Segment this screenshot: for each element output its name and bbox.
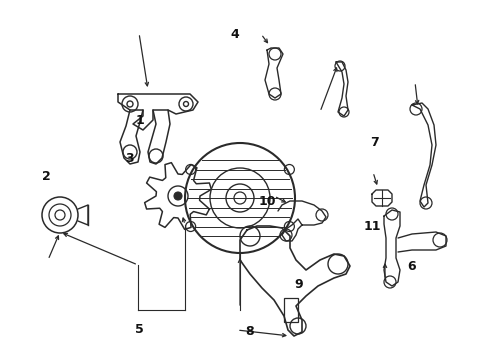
Text: 11: 11 [364,220,381,233]
Text: 7: 7 [370,136,379,149]
Text: 9: 9 [294,278,303,291]
Text: 1: 1 [135,114,144,127]
Text: 8: 8 [245,325,254,338]
Bar [284,298,298,322]
Text: 2: 2 [42,170,51,183]
Text: 6: 6 [407,260,416,273]
Text: 10: 10 [258,195,276,208]
Text: 4: 4 [231,28,240,41]
Text: 5: 5 [135,323,144,336]
Text: 3: 3 [125,152,134,165]
Circle shape [174,192,182,200]
